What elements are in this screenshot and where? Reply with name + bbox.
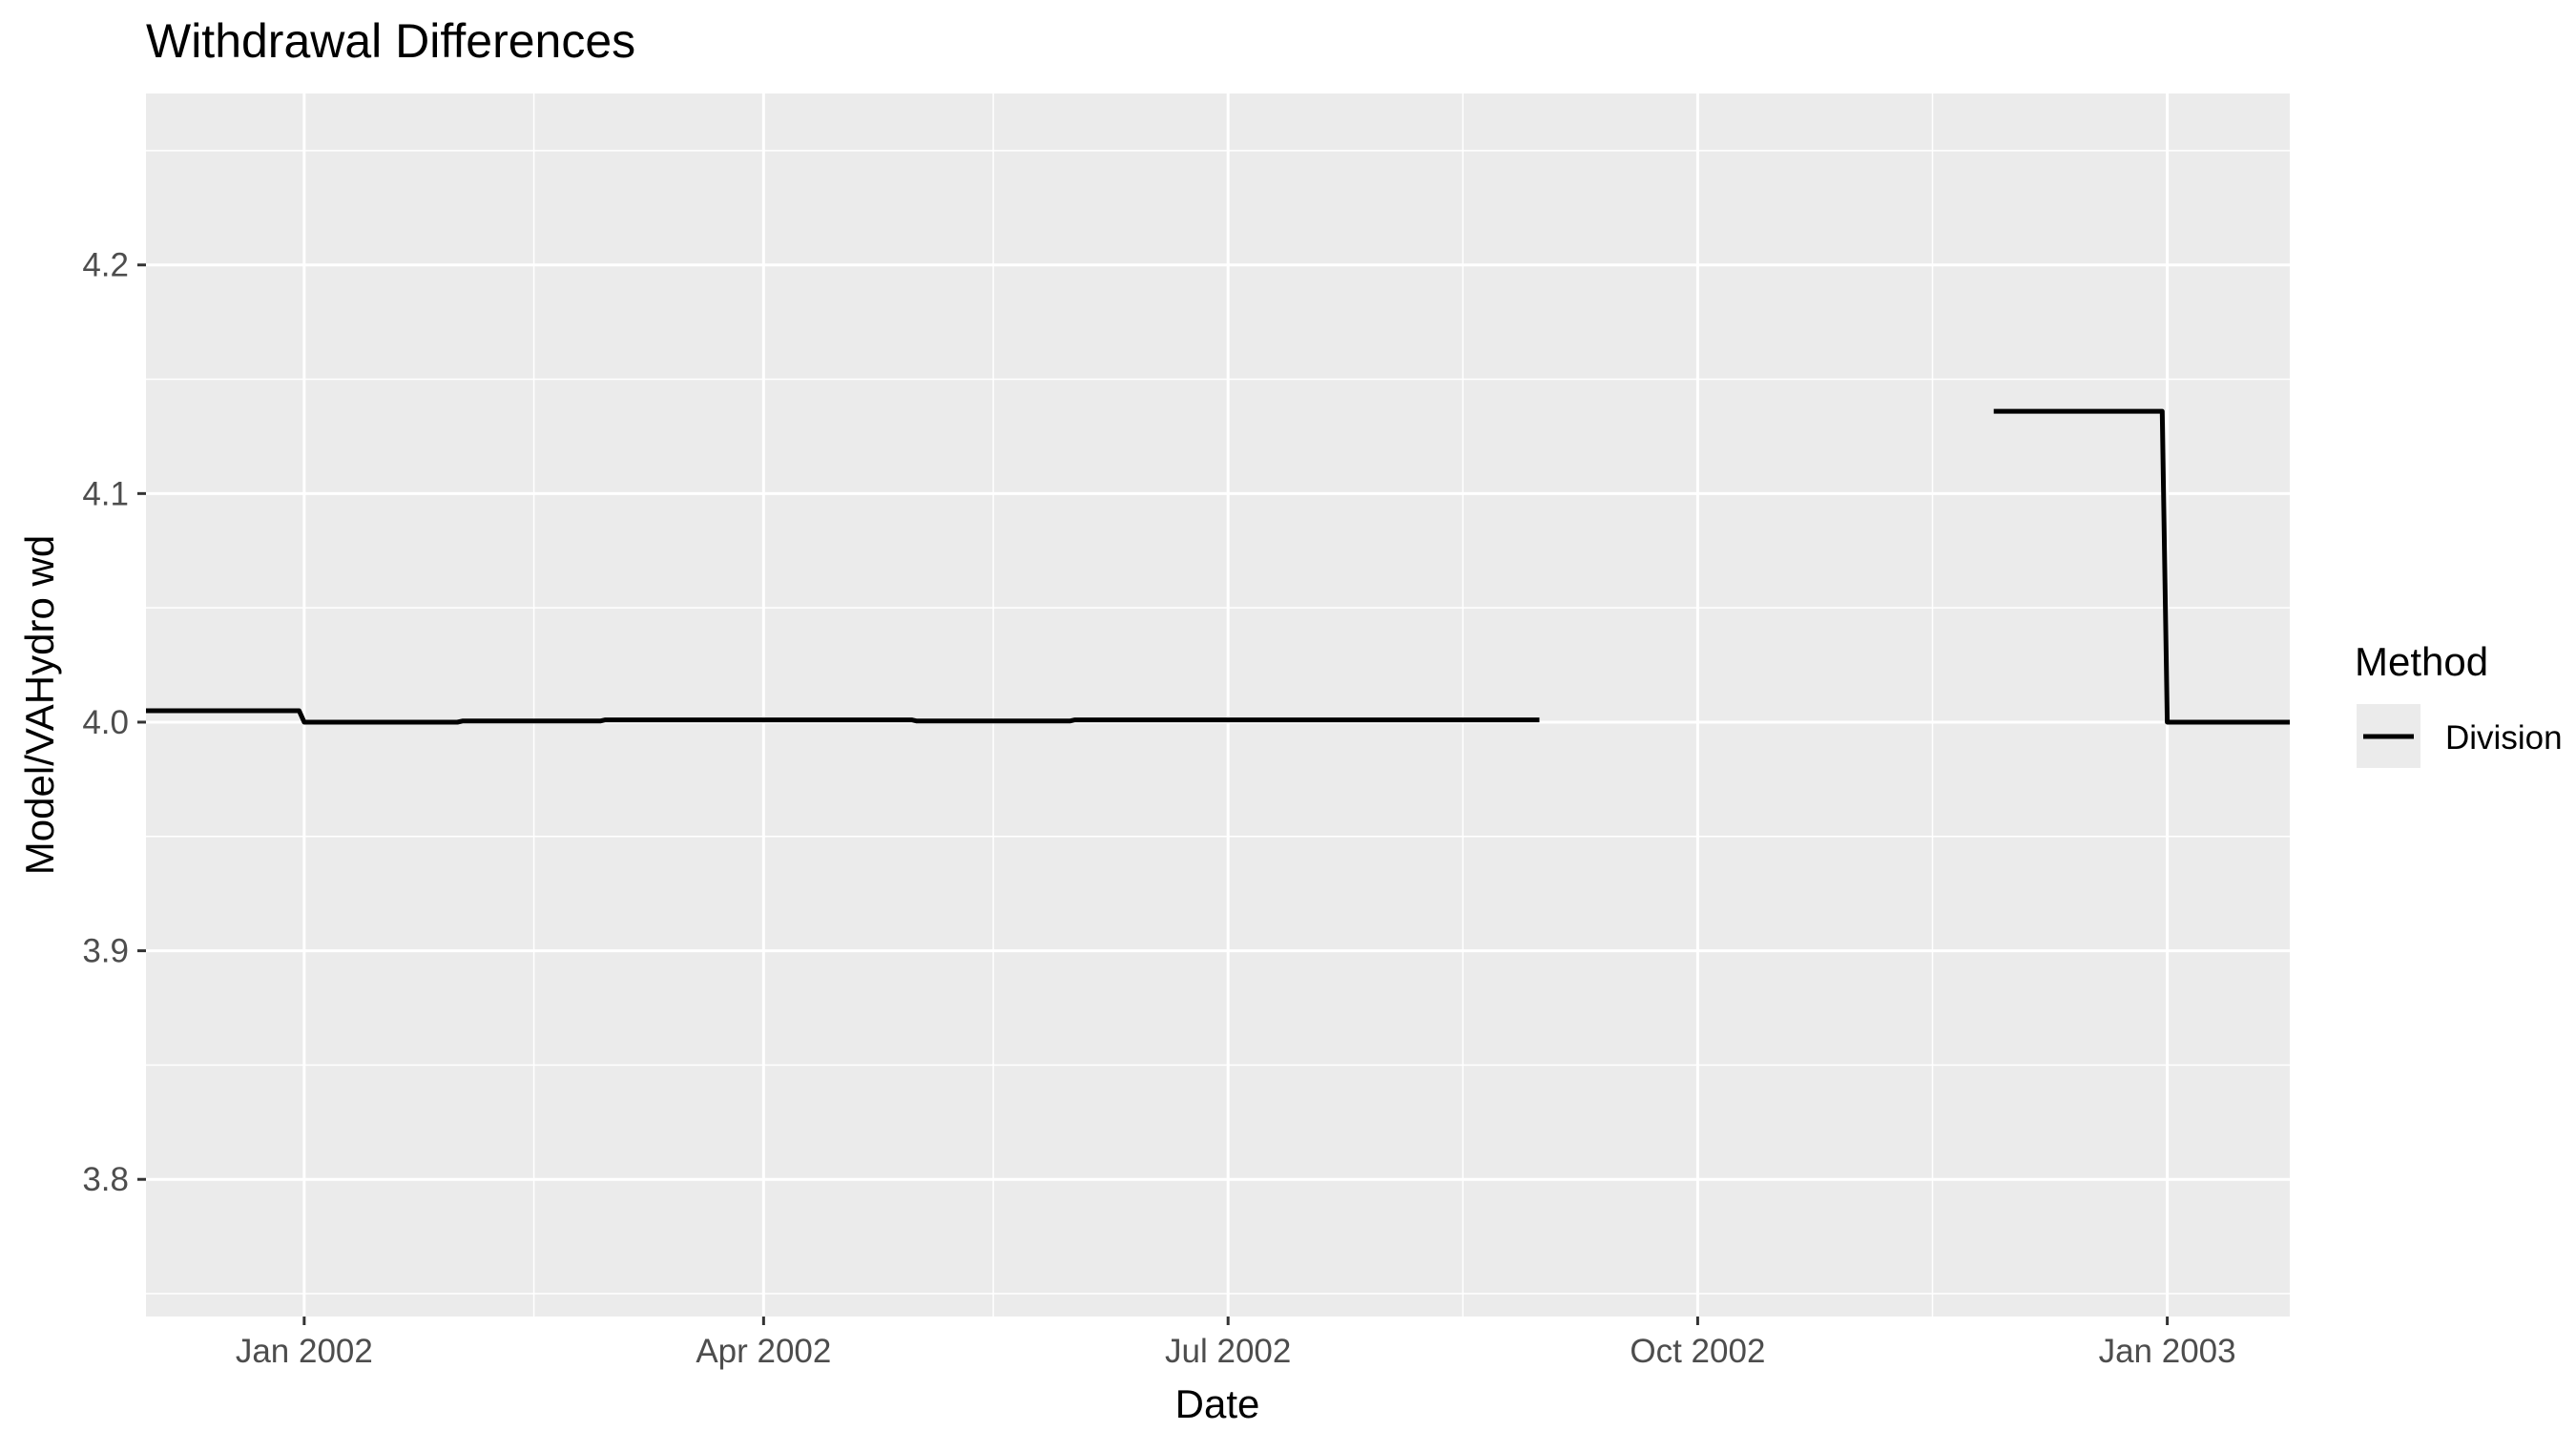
y-axis-title: Model/VAHydro wd bbox=[17, 535, 62, 875]
legend: Method Division bbox=[2355, 639, 2563, 768]
x-tick-label: Apr 2002 bbox=[696, 1333, 831, 1370]
y-tick-label: 4.2 bbox=[82, 247, 129, 284]
y-tick-label: 4.0 bbox=[82, 704, 129, 741]
x-axis-title: Date bbox=[1175, 1381, 1260, 1426]
y-axis: 3.8 3.9 4.0 4.1 4.2 bbox=[82, 247, 146, 1198]
legend-title: Method bbox=[2355, 639, 2488, 684]
minor-gridlines bbox=[146, 93, 2290, 1317]
series-line-division bbox=[1993, 408, 2290, 725]
series-layer bbox=[146, 408, 2290, 725]
x-tick-label: Oct 2002 bbox=[1630, 1333, 1765, 1370]
x-tick-label: Jan 2003 bbox=[2099, 1333, 2236, 1370]
x-axis: Jan 2002 Apr 2002 Jul 2002 Oct 2002 Jan 2003 bbox=[236, 1317, 2236, 1370]
plot-panel bbox=[146, 93, 2290, 1317]
series-line-division bbox=[146, 708, 1540, 725]
x-tick-label: Jan 2002 bbox=[236, 1333, 373, 1370]
y-tick-label: 4.1 bbox=[82, 475, 129, 512]
y-tick-label: 3.8 bbox=[82, 1161, 129, 1198]
y-tick-label: 3.9 bbox=[82, 933, 129, 970]
legend-label-division: Division bbox=[2445, 719, 2563, 757]
x-tick-label: Jul 2002 bbox=[1165, 1333, 1291, 1370]
chart-title: Withdrawal Differences bbox=[146, 14, 635, 68]
